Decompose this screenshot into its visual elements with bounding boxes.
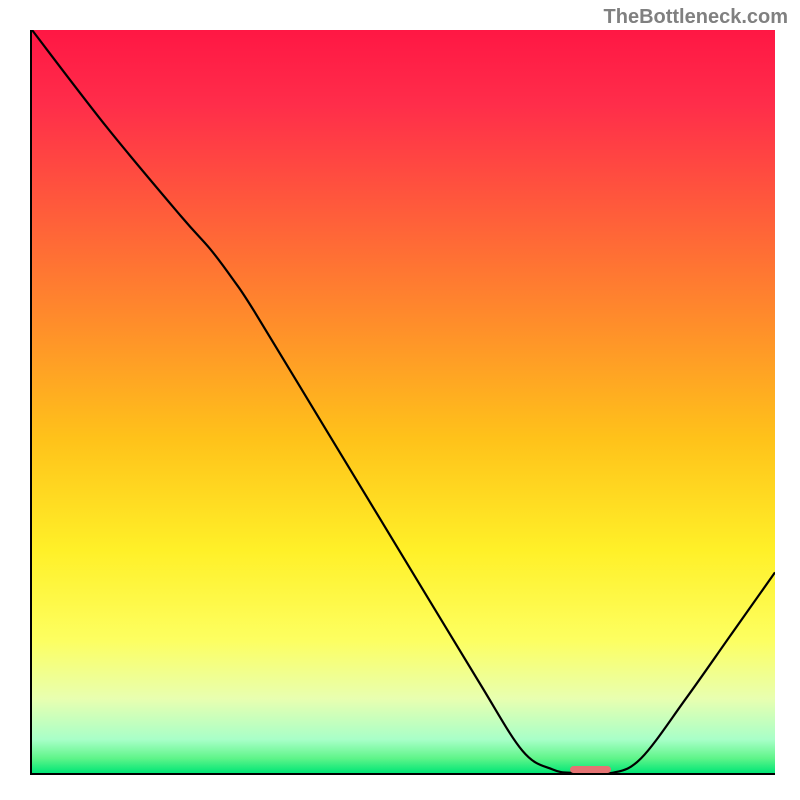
plot-area [30, 30, 775, 775]
watermark-text: TheBottleneck.com [604, 6, 788, 29]
curve-path [32, 30, 775, 773]
optimal-marker [570, 766, 611, 773]
bottleneck-curve [32, 30, 775, 773]
